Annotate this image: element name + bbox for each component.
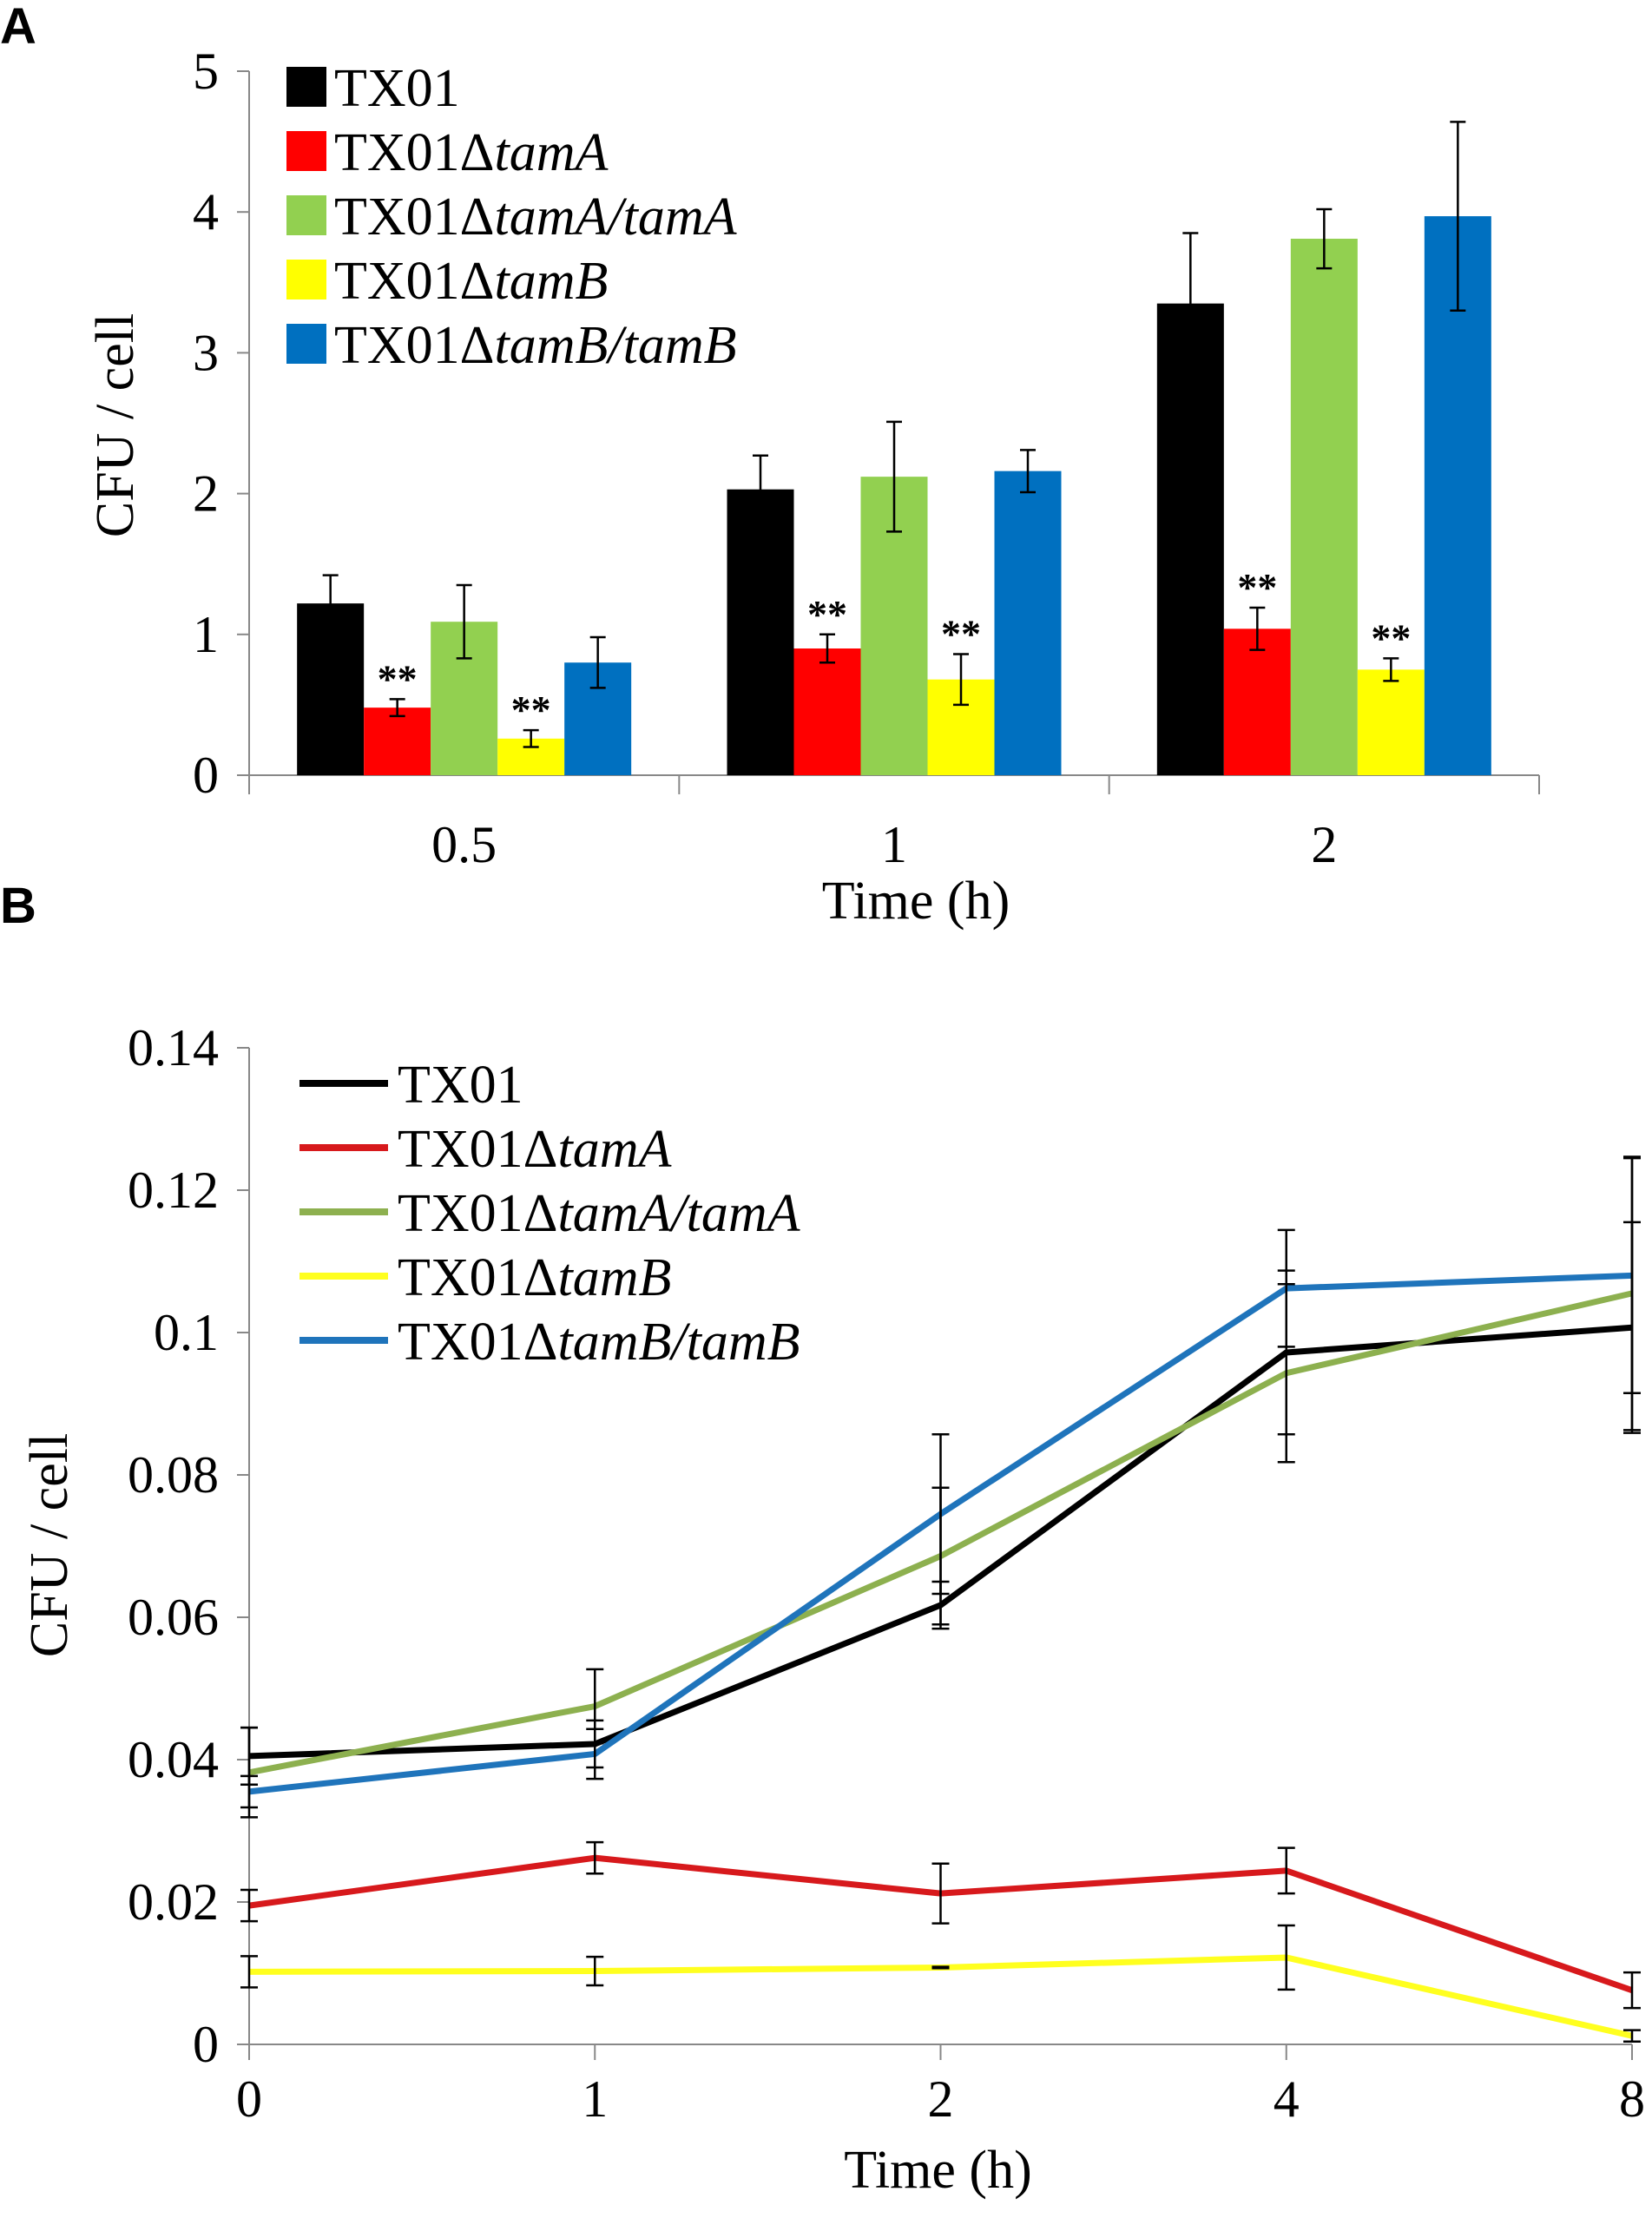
x-axis-title: Time (h) <box>822 872 1010 931</box>
x-axis-title: Time (h) <box>844 2141 1031 2200</box>
y-tick-label: 0.12 <box>128 1162 219 1219</box>
significance-marker: ** <box>1237 565 1277 609</box>
x-tick-label: 0 <box>236 2070 262 2128</box>
y-axis-title: CFU / cell <box>86 313 145 537</box>
line-chart-b: 0 0.02 0.04 0.06 0.08 0.1 0.12 0.14 0 1 2 4 8 Time (h… <box>20 1019 1645 2200</box>
significance-marker: ** <box>941 612 981 656</box>
significance-marker: ** <box>511 688 551 732</box>
y-tick-label: 0 <box>193 747 219 804</box>
y-tick-label: 0 <box>193 2016 219 2073</box>
bar <box>1357 669 1425 775</box>
y-tick-label: 2 <box>193 465 219 523</box>
bar <box>727 489 794 775</box>
legend-label-0: TX01 <box>398 1056 523 1115</box>
y-axis-title: CFU / cell <box>20 1433 79 1657</box>
legend-swatch <box>286 324 326 364</box>
x-tick-label: 1 <box>582 2070 608 2128</box>
panel-b-letter: B <box>0 878 36 934</box>
y-tick-label: 3 <box>193 324 219 381</box>
legend-swatch <box>286 67 326 107</box>
legend-label-4: TX01ΔtamB/tamB <box>398 1313 800 1372</box>
y-tick-label: 0.14 <box>128 1019 219 1076</box>
bar <box>994 471 1062 775</box>
x-tick-label: 2 <box>1311 816 1337 873</box>
legend-swatch <box>286 131 326 171</box>
x-tick-label: 4 <box>1274 2070 1300 2128</box>
y-tick-label: 0.1 <box>154 1304 219 1361</box>
legend-label-2: TX01ΔtamA/tamA <box>334 188 738 247</box>
y-tick-label: 0.06 <box>128 1589 219 1646</box>
legend-label-4: TX01ΔtamB/tamB <box>334 316 737 375</box>
bar <box>793 648 861 775</box>
y-tick-label: 5 <box>193 43 219 100</box>
legend-label-2: TX01ΔtamA/tamA <box>398 1184 801 1243</box>
legend-swatch <box>286 260 326 299</box>
legend-label-1: TX01ΔtamA <box>398 1120 673 1179</box>
legend-label-3: TX01ΔtamB <box>334 252 608 311</box>
legend-label-0: TX01 <box>334 59 460 118</box>
bar <box>1290 239 1358 775</box>
x-tick-label: 2 <box>928 2070 954 2128</box>
legend-label-1: TX01ΔtamA <box>334 123 609 182</box>
bar <box>1156 303 1224 775</box>
x-tick-label: 0.5 <box>431 816 497 873</box>
y-tick-label: 4 <box>193 183 219 240</box>
legend-label-3: TX01ΔtamB <box>398 1248 671 1307</box>
y-tick-label: 0.02 <box>128 1873 219 1931</box>
x-tick-label: 1 <box>881 816 907 873</box>
legend-swatch <box>286 195 326 235</box>
x-tick-label: 8 <box>1619 2070 1645 2128</box>
panel-a-letter: A <box>0 0 36 55</box>
significance-marker: ** <box>378 656 418 701</box>
bar-chart-a: 0 1 2 3 4 5 0.5 1 2 ** ** ** ** ** ** Time (h) CFU / cel… <box>86 43 1540 931</box>
bar <box>1223 629 1291 775</box>
significance-marker: ** <box>1371 615 1411 660</box>
bar <box>364 708 431 775</box>
y-tick-label: 0.04 <box>128 1731 219 1788</box>
y-tick-label: 1 <box>193 606 219 663</box>
y-tick-label: 0.08 <box>128 1446 219 1504</box>
significance-marker: ** <box>807 592 847 636</box>
